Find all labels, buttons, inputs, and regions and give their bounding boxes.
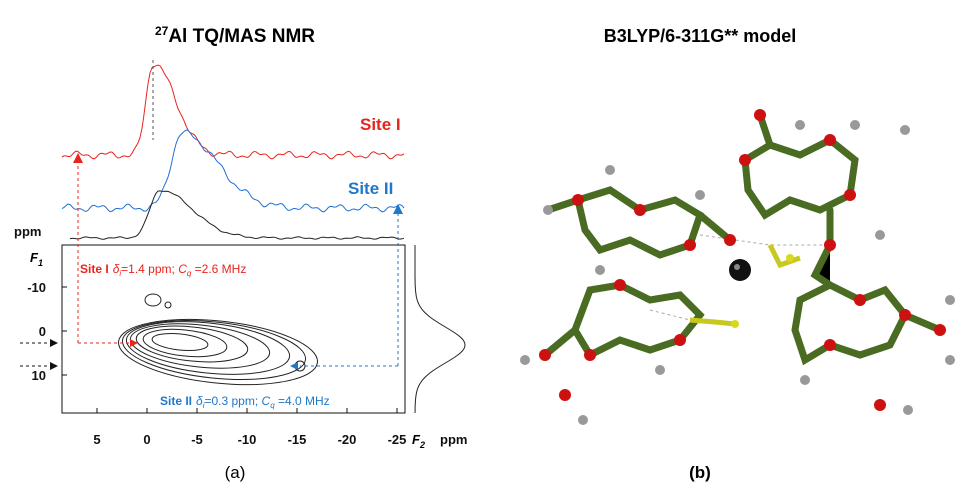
x-tick-label: -15	[288, 432, 307, 447]
annotation-part: Site II	[160, 394, 192, 408]
x-tick-label: -20	[338, 432, 357, 447]
x-label-sub: 2	[419, 440, 425, 450]
y-tick-label: 10	[32, 368, 46, 383]
annotation-part: =2.6 MHz	[191, 262, 246, 276]
annotation-part: Site I	[80, 262, 109, 276]
caption-a: (a)	[225, 463, 246, 482]
annotation-part: =1.4 ppm;	[121, 262, 178, 276]
y-tick-label: -10	[27, 280, 46, 295]
x-axis: 5 0 -5 -10 -15 -20 -25	[93, 408, 406, 447]
x-tick-label: -25	[388, 432, 407, 447]
molecule	[520, 109, 955, 425]
annotation-part: C	[262, 394, 271, 408]
x-tick-label: -10	[238, 432, 257, 447]
caption-b: (b)	[689, 463, 711, 482]
y-axis: -10 0 10	[27, 280, 67, 383]
trace	[62, 130, 404, 212]
panel-b-title: B3LYP/6-311G** model	[604, 26, 796, 46]
contours	[115, 294, 320, 393]
panel-a-title: 27Al TQ/MAS NMR	[155, 24, 315, 47]
x-unit: ppm	[440, 432, 467, 447]
x-label: F2	[412, 432, 425, 450]
x-tick-label: -5	[191, 432, 203, 447]
trace	[70, 191, 404, 239]
y-tick-label: 0	[39, 324, 46, 339]
superscript: 27	[155, 24, 169, 38]
projection	[415, 245, 465, 413]
site1-label: Site I	[360, 115, 401, 134]
y-label-sub: 1	[38, 258, 43, 268]
y-unit: ppm	[14, 224, 41, 239]
annotation-part: C	[178, 262, 187, 276]
annotation-part: =4.0 MHz	[275, 394, 330, 408]
annotation-part: =0.3 ppm;	[204, 394, 261, 408]
figure: 27Al TQ/MAS NMR Site I Site II Site Iδi=…	[0, 0, 960, 493]
trace	[62, 65, 404, 159]
site2-label: Site II	[348, 179, 393, 198]
x-tick-label: 5	[93, 432, 100, 447]
x-tick-label: 0	[143, 432, 150, 447]
y-label: F1	[30, 250, 43, 268]
title-text: Al TQ/MAS NMR	[168, 26, 315, 47]
